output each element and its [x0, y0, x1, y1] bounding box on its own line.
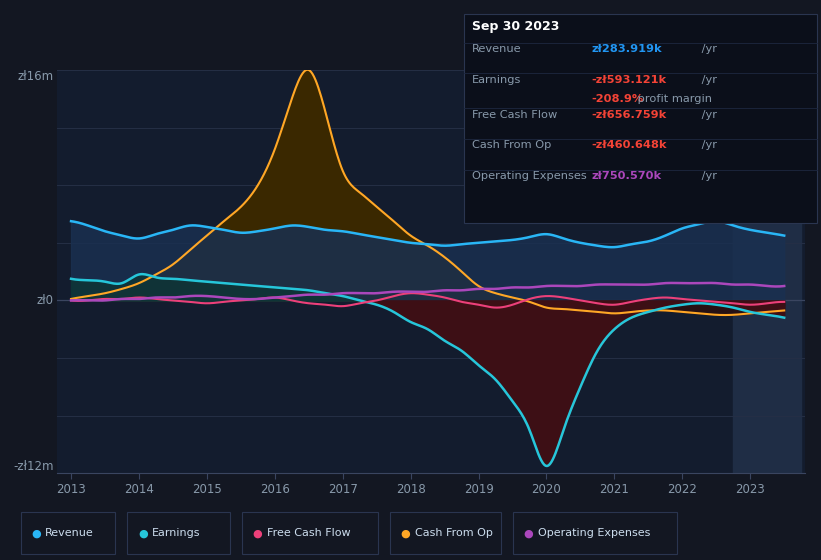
Text: Cash From Op: Cash From Op — [472, 141, 552, 151]
Text: ●: ● — [138, 529, 148, 538]
Text: Revenue: Revenue — [45, 529, 94, 538]
Text: Cash From Op: Cash From Op — [415, 529, 493, 538]
Text: Earnings: Earnings — [152, 529, 200, 538]
Text: /yr: /yr — [698, 44, 717, 54]
Text: Sep 30 2023: Sep 30 2023 — [472, 20, 559, 32]
Text: -zł656.759k: -zł656.759k — [591, 110, 667, 120]
Text: Earnings: Earnings — [472, 75, 521, 85]
Text: profit margin: profit margin — [634, 94, 712, 104]
Text: ●: ● — [524, 529, 534, 538]
Text: Revenue: Revenue — [472, 44, 521, 54]
Text: Free Cash Flow: Free Cash Flow — [267, 529, 351, 538]
Text: -zł593.121k: -zł593.121k — [591, 75, 667, 85]
Text: Free Cash Flow: Free Cash Flow — [472, 110, 557, 120]
Text: /yr: /yr — [698, 171, 717, 181]
Text: ●: ● — [401, 529, 410, 538]
Text: -zł12m: -zł12m — [13, 460, 53, 473]
Bar — [733, 70, 801, 473]
Text: zł750.570k: zł750.570k — [591, 171, 661, 181]
Text: ●: ● — [253, 529, 263, 538]
Text: Operating Expenses: Operating Expenses — [472, 171, 587, 181]
Text: /yr: /yr — [698, 141, 717, 151]
Text: zł283.919k: zł283.919k — [591, 44, 662, 54]
Text: /yr: /yr — [698, 110, 717, 120]
Text: ●: ● — [31, 529, 41, 538]
Text: zł0: zł0 — [37, 294, 53, 307]
Text: Operating Expenses: Operating Expenses — [538, 529, 650, 538]
Text: /yr: /yr — [698, 75, 717, 85]
Text: -208.9%: -208.9% — [591, 94, 644, 104]
Text: zł16m: zł16m — [17, 70, 53, 83]
Text: -zł460.648k: -zł460.648k — [591, 141, 667, 151]
